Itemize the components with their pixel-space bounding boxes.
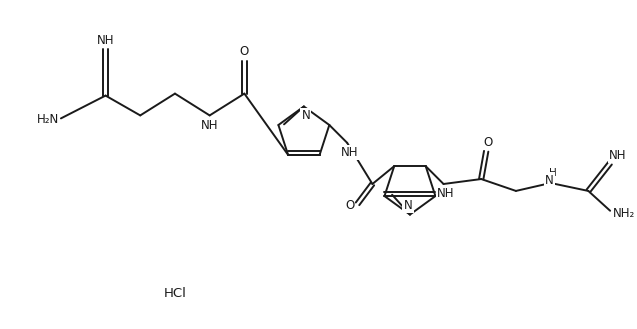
Text: O: O: [483, 136, 493, 149]
Text: N: N: [301, 109, 310, 122]
Text: N: N: [545, 173, 554, 187]
Text: O: O: [345, 199, 354, 212]
Text: H₂N: H₂N: [37, 113, 59, 126]
Text: NH: NH: [437, 188, 454, 200]
Text: NH: NH: [97, 34, 114, 47]
Text: O: O: [240, 45, 249, 59]
Text: N: N: [404, 199, 412, 212]
Text: NH: NH: [201, 119, 218, 132]
Text: HCl: HCl: [164, 288, 187, 300]
Text: NH: NH: [610, 149, 627, 162]
Text: NH: NH: [340, 146, 358, 159]
Text: H: H: [548, 168, 557, 178]
Text: NH₂: NH₂: [613, 207, 635, 220]
